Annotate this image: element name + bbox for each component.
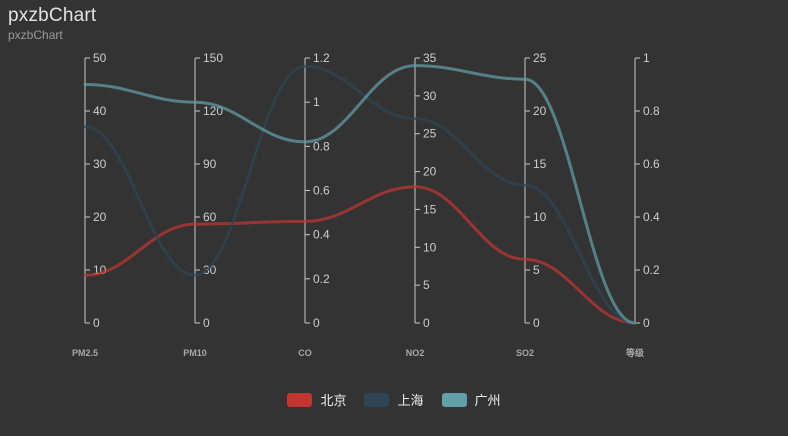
axis-tick-label: 10 [423, 240, 437, 254]
axis-tick-label: 0.4 [643, 210, 660, 224]
axis-tick-label: 1 [313, 95, 320, 109]
axis-tick-label: 20 [93, 210, 107, 224]
axis-tick-label: 35 [423, 51, 437, 65]
axis-tick-label: 40 [93, 104, 107, 118]
axis-tick-label: 0 [423, 316, 430, 330]
axis-tick-label: 0 [313, 316, 320, 330]
legend-item-shanghai[interactable]: 上海 [364, 390, 424, 409]
axis-SO2[interactable]: 0 5 10 15 20 25 SO2 [516, 51, 547, 358]
axis-等级[interactable]: 0 0.2 0.4 0.6 0.8 1 等级 [625, 51, 660, 358]
axis-name-label: 等级 [625, 347, 645, 358]
axis-tick-label: 1 [643, 51, 650, 65]
axis-tick-label: 1.2 [313, 51, 330, 65]
axis-tick-label: 30 [423, 89, 437, 103]
axis-tick-label: 0 [93, 316, 100, 330]
legend-label-beijing: 北京 [320, 393, 347, 408]
parallel-chart-canvas: 01020304050PM2.50306090120150PM1000.20.4… [72, 51, 660, 358]
axis-tick-label: 0.8 [643, 104, 660, 118]
axis-tick-label: 5 [423, 278, 430, 292]
axis-name-label: SO2 [516, 348, 534, 358]
axis-name-label: PM2.5 [72, 348, 98, 358]
axis-tick-label: 15 [533, 157, 547, 171]
axis-tick-label: 5 [533, 263, 540, 277]
legend-swatch-guangzhou [441, 392, 467, 407]
legend-swatch-beijing [287, 392, 313, 407]
axis-NO2[interactable]: 0 5 10 15 20 25 30 35 NO2 [406, 51, 437, 358]
axis-tick-label: 0.2 [643, 263, 660, 277]
axis-CO[interactable]: 0 0.2 0.4 0.6 0.8 1 1.2 CO [298, 51, 330, 358]
axis-tick-label: 50 [93, 51, 107, 65]
axis-tick-label: 0.6 [643, 157, 660, 171]
legend-item-beijing[interactable]: 北京 [287, 390, 346, 409]
axis-tick-label: 0.8 [313, 139, 330, 153]
axis-tick-label: 10 [533, 210, 547, 224]
axis-tick-label: 0.4 [313, 228, 330, 242]
axis-tick-label: 30 [203, 263, 217, 277]
axis-name-label: NO2 [406, 348, 425, 358]
series-line-北京[interactable] [83, 185, 637, 325]
axis-tick-label: 60 [203, 210, 217, 224]
axis-tick-label: 20 [533, 104, 547, 118]
series-line-上海[interactable] [83, 64, 637, 325]
axis-tick-label: 0.2 [313, 272, 330, 286]
axis-tick-label: 20 [423, 165, 437, 179]
legend-swatch-shanghai [364, 392, 390, 407]
chart-subtitle: pxzbChart [8, 28, 63, 42]
axis-tick-label: 15 [423, 202, 437, 216]
axis-tick-label: 0 [203, 316, 210, 330]
chart-title: pxzbChart [8, 5, 97, 26]
axis-tick-label: 150 [203, 51, 223, 65]
axis-tick-label: 25 [423, 127, 437, 141]
axis-name-label: CO [298, 348, 312, 358]
axis-tick-label: 0 [643, 316, 650, 330]
axis-name-label: PM10 [183, 348, 207, 358]
axis-tick-label: 0 [533, 316, 540, 330]
legend-label-guangzhou: 广州 [474, 393, 501, 408]
legend-label-shanghai: 上海 [397, 393, 424, 408]
legend-item-guangzhou[interactable]: 广州 [441, 390, 501, 409]
axis-tick-label: 0.6 [313, 184, 330, 198]
axis-tick-label: 30 [93, 157, 107, 171]
series-line-广州[interactable] [83, 64, 637, 325]
axis-tick-label: 25 [533, 51, 547, 65]
axis-tick-label: 90 [203, 157, 217, 171]
legend: 北京 上海 广州 [0, 390, 788, 409]
